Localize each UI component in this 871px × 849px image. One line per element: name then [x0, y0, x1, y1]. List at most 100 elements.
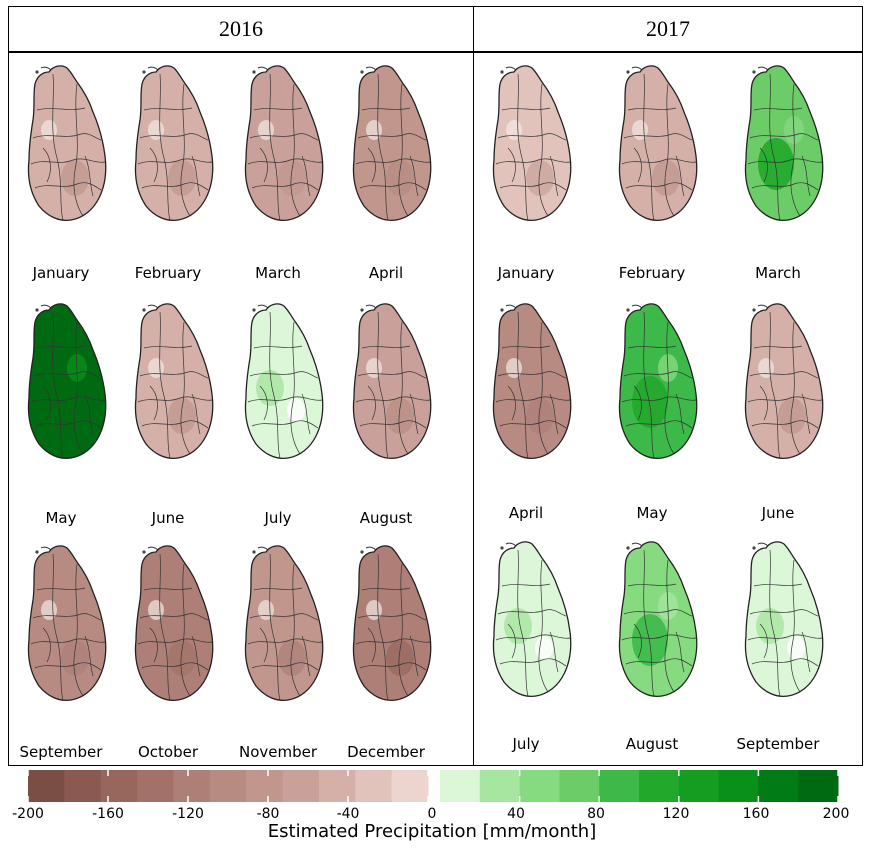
- legend-swatch-positive: [599, 770, 640, 802]
- legend-title: Estimated Precipitation [mm/month]: [267, 821, 597, 842]
- header-2017: 2017: [473, 6, 863, 52]
- year-2016-label: 2016: [219, 16, 263, 41]
- map-2016-february: [130, 60, 220, 237]
- map-2017-march: [740, 60, 830, 237]
- legend-tick-label: -120: [172, 806, 204, 822]
- island-shape: [27, 303, 107, 460]
- legend-swatch-negative: [100, 770, 138, 802]
- panel-2017: [473, 52, 863, 766]
- map-2016-november: [240, 540, 330, 717]
- map-2017-february: [614, 60, 704, 237]
- month-label: July: [512, 735, 540, 753]
- legend-swatch-positive: [440, 770, 481, 802]
- legend-swatch-negative: [318, 770, 356, 802]
- header-2016: 2016: [8, 6, 474, 52]
- legend-tick-label: -40: [336, 806, 360, 822]
- precipitation-legend: [27, 770, 839, 802]
- legend-tick-label: 200: [822, 806, 850, 822]
- island-shape: [744, 541, 824, 698]
- legend-tick-label: 40: [507, 806, 525, 822]
- map-2016-may: [23, 298, 113, 475]
- island-shape: [618, 541, 698, 698]
- map-2016-july: [240, 298, 330, 475]
- map-2017-july: [488, 536, 578, 713]
- island-shape: [352, 545, 432, 702]
- map-2016-march: [240, 60, 330, 237]
- island-shape: [244, 303, 324, 460]
- month-label: November: [238, 743, 318, 761]
- month-label: February: [618, 264, 686, 282]
- legend-swatch-positive: [798, 770, 839, 802]
- map-2017-june: [740, 298, 830, 475]
- map-2017-january: [488, 60, 578, 237]
- island-shape: [134, 303, 214, 460]
- month-label: June: [151, 509, 185, 527]
- legend-swatch-negative: [391, 770, 429, 802]
- month-label: March: [255, 264, 301, 282]
- legend-swatch-negative: [282, 770, 320, 802]
- legend-swatch-positive: [678, 770, 720, 802]
- map-2017-may: [614, 298, 704, 475]
- map-2017-september: [740, 536, 830, 713]
- month-label: May: [45, 509, 77, 527]
- legend-swatch-negative: [173, 770, 211, 802]
- month-label: January: [32, 264, 90, 282]
- island-shape: [618, 303, 698, 460]
- map-2016-june: [130, 298, 220, 475]
- month-label: August: [625, 735, 679, 753]
- island-shape: [744, 65, 824, 222]
- island-shape: [27, 65, 107, 222]
- legend-tick-label: 0: [427, 806, 437, 822]
- island-shape: [744, 303, 824, 460]
- year-2017-label: 2017: [646, 16, 690, 41]
- legend-swatch-positive: [479, 770, 521, 802]
- legend-tick-label: -80: [256, 806, 280, 822]
- map-2016-january: [23, 60, 113, 237]
- legend-swatch-positive: [559, 770, 600, 802]
- legend-swatch-positive: [758, 770, 799, 802]
- legend-swatch-negative: [246, 770, 284, 802]
- month-label: June: [761, 504, 795, 522]
- legend-swatch-negative: [355, 770, 393, 802]
- legend-tick-label: 80: [587, 806, 605, 822]
- island-shape: [492, 541, 572, 698]
- map-2016-april: [348, 60, 438, 237]
- month-label: August: [359, 509, 413, 527]
- month-label: April: [368, 264, 404, 282]
- month-label: February: [134, 264, 202, 282]
- month-label: April: [508, 504, 544, 522]
- legend-tick-label: -160: [92, 806, 124, 822]
- island-shape: [618, 65, 698, 222]
- legend-swatch-negative: [28, 770, 65, 802]
- legend-swatch-negative: [64, 770, 102, 802]
- legend-tick-label: 160: [742, 806, 770, 822]
- month-label: September: [736, 735, 820, 753]
- legend-swatch-positive: [718, 770, 759, 802]
- month-label: May: [636, 504, 668, 522]
- island-shape: [352, 303, 432, 460]
- island-shape: [492, 65, 572, 222]
- legend-tick-label: -200: [12, 806, 44, 822]
- island-shape: [134, 65, 214, 222]
- legend-tick-label: 120: [662, 806, 690, 822]
- month-label: December: [347, 743, 425, 761]
- map-2017-august: [614, 536, 704, 713]
- legend-swatch-negative: [137, 770, 174, 802]
- month-label: March: [755, 264, 801, 282]
- legend-swatch-positive: [639, 770, 680, 802]
- month-label: July: [264, 509, 292, 527]
- legend-swatch-positive: [519, 770, 560, 802]
- month-label: October: [137, 743, 199, 761]
- map-2016-september: [23, 540, 113, 717]
- map-2016-december: [348, 540, 438, 717]
- island-shape: [352, 65, 432, 222]
- month-label: September: [19, 743, 103, 761]
- island-shape: [492, 303, 572, 460]
- legend-swatch-negative: [209, 770, 247, 802]
- month-label: January: [497, 264, 555, 282]
- map-2017-april: [488, 298, 578, 475]
- map-2016-october: [130, 540, 220, 717]
- island-shape: [27, 545, 107, 702]
- island-shape: [244, 545, 324, 702]
- island-shape: [244, 65, 324, 222]
